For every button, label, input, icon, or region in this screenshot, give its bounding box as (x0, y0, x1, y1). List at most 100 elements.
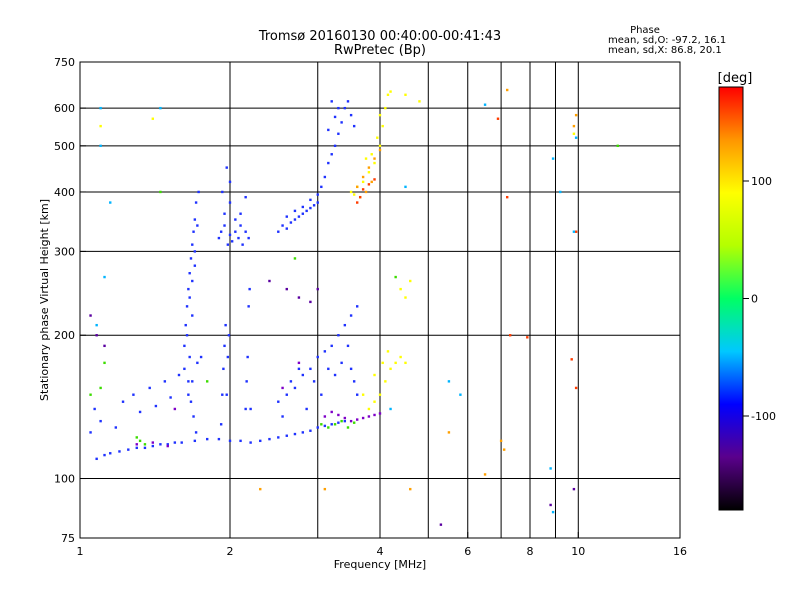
data-point (361, 188, 365, 191)
data-point (297, 215, 301, 218)
data-point (316, 426, 319, 429)
data-point (572, 132, 576, 135)
data-point (259, 439, 262, 443)
data-point (193, 218, 197, 221)
data-point (222, 367, 225, 371)
data-point (333, 115, 337, 119)
data-point (361, 416, 365, 420)
data-point (193, 250, 197, 253)
data-point (349, 314, 353, 317)
data-point (135, 446, 138, 450)
data-point (173, 441, 177, 444)
data-point (187, 393, 190, 396)
data-point (499, 439, 503, 443)
data-point (151, 117, 155, 120)
data-point (219, 230, 223, 233)
data-point (221, 393, 224, 396)
data-point (320, 185, 323, 189)
y-axis-label: Stationary phase Virtual Height [km] (38, 199, 51, 401)
data-point (370, 153, 373, 156)
data-point (192, 415, 195, 418)
data-point (289, 221, 293, 224)
data-point (316, 193, 319, 196)
data-point (223, 224, 226, 227)
colorbar-tick-label: 0 (751, 293, 758, 306)
y-tick-label: 75 (61, 532, 75, 545)
data-point (166, 444, 169, 448)
data-point (132, 393, 135, 396)
data-point (289, 380, 293, 383)
data-point (159, 443, 162, 446)
data-point (305, 209, 308, 213)
data-point (404, 361, 407, 365)
data-point (293, 209, 297, 213)
data-point (378, 144, 382, 148)
data-point (404, 185, 407, 189)
data-point (373, 157, 376, 160)
data-point (185, 305, 189, 308)
data-point (285, 215, 288, 218)
data-point (323, 487, 327, 491)
data-point (191, 314, 194, 317)
data-point (205, 437, 209, 441)
data-point (386, 350, 390, 353)
data-point (246, 355, 249, 359)
data-point (373, 161, 376, 165)
x-tick-label: 8 (527, 545, 534, 558)
data-point (483, 103, 487, 106)
data-point (343, 323, 347, 327)
gridlines (80, 62, 680, 538)
data-point (281, 415, 284, 418)
data-point (358, 195, 362, 199)
data-point (185, 334, 189, 337)
data-point (346, 344, 350, 348)
data-point (361, 393, 365, 396)
data-point (99, 386, 102, 390)
data-point (323, 350, 327, 353)
data-point (193, 264, 197, 267)
data-point (138, 439, 142, 443)
data-point (89, 314, 92, 317)
data-point (95, 334, 98, 337)
data-point (349, 190, 353, 194)
data-point (399, 287, 402, 291)
data-point (574, 136, 578, 139)
data-point (166, 443, 169, 446)
data-point (337, 334, 340, 337)
data-point (367, 415, 371, 418)
data-point (355, 393, 359, 396)
data-point (163, 380, 167, 383)
data-point (355, 185, 359, 189)
stats-heading: Phase (630, 25, 660, 36)
data-point (169, 396, 172, 399)
data-point (373, 373, 376, 377)
data-point (95, 457, 98, 461)
data-point (143, 446, 147, 450)
data-point (459, 393, 462, 396)
data-point (327, 161, 330, 165)
data-point (225, 166, 228, 169)
data-point (89, 431, 92, 434)
data-point (224, 323, 227, 327)
data-point (352, 380, 356, 383)
data-point (418, 100, 421, 103)
data-point (364, 190, 368, 194)
data-point (194, 201, 198, 204)
data-point (355, 201, 359, 204)
data-point (223, 344, 226, 348)
data-point (189, 400, 193, 403)
data-point (346, 100, 350, 103)
data-point (316, 201, 319, 204)
data-point (151, 444, 155, 448)
data-point (228, 439, 232, 443)
data-point (196, 361, 199, 365)
data-point (99, 106, 102, 110)
data-point (378, 412, 382, 415)
data-point (508, 334, 512, 337)
data-point (225, 393, 228, 396)
data-point (340, 121, 343, 124)
plot-area: 1 2 4 6 8 10 16 75 100 200 300 400 500 600 750 (54, 56, 687, 558)
data-point (570, 358, 573, 361)
data-point (526, 336, 529, 339)
data-point (333, 423, 337, 426)
